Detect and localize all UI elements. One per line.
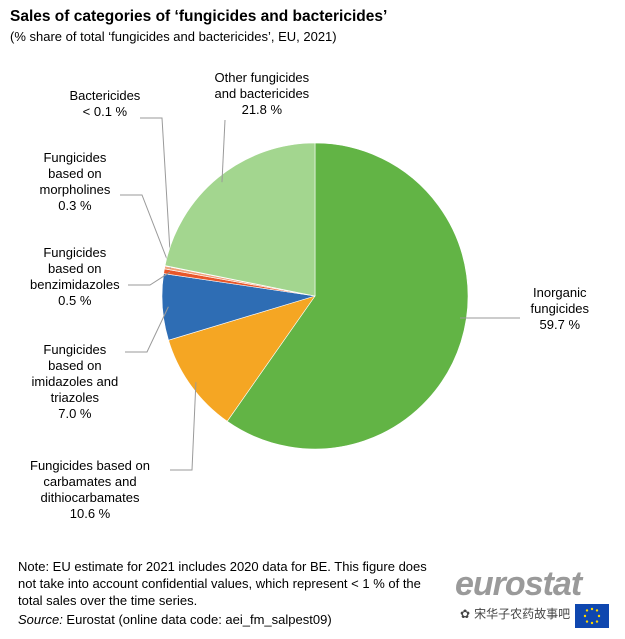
slice-value-label: 21.8 % — [241, 102, 283, 117]
slice-label-line: triazoles — [50, 390, 100, 405]
slice-label-line: Fungicides — [43, 245, 107, 260]
slice-label-line: based on — [48, 358, 102, 373]
chart-title: Sales of categories of ‘fungicides and b… — [10, 8, 388, 25]
slice-label-line: benzimidazoles — [30, 277, 120, 292]
slice-label: Fungicides based on morpholines 0.3 % — [40, 150, 111, 214]
slice-label-line: based on — [48, 261, 102, 276]
slice-label: Fungicides based on benzimidazoles 0.5 % — [30, 245, 120, 309]
leader-line — [120, 194, 172, 269]
slice-label-line: carbamates and — [43, 474, 137, 489]
slice-label-line: Bactericides — [69, 88, 141, 103]
eurostat-logo: eurostat — [455, 565, 582, 603]
slice-label-line: Fungicides — [43, 150, 107, 165]
watermark-icon: ✿ — [460, 606, 471, 621]
slice-value-label: 7.0 % — [58, 406, 92, 421]
slice-label: Bactericides < 0.1 % — [70, 88, 141, 120]
slice-value-label: 59.7 % — [539, 317, 581, 332]
slice-label: Fungicides based on imidazoles and triazole… — [32, 342, 119, 422]
eu-flag-icon — [575, 604, 609, 628]
leader-line — [221, 119, 226, 183]
leader-line — [125, 306, 169, 353]
source-label: Source: — [18, 612, 63, 627]
pie-slice — [168, 295, 316, 422]
slice-label: Other fungicides and bactericides 21.8 % — [215, 70, 310, 118]
slice-label-line: Inorganic — [533, 285, 587, 300]
slice-value-label: 0.5 % — [58, 293, 92, 308]
slice-label: Fungicides based on carbamates and dithioc… — [30, 458, 150, 522]
slice-label-line: and bactericides — [214, 86, 310, 101]
slice-label-line: morpholines — [39, 182, 111, 197]
slice-value-label: 10.6 % — [69, 506, 111, 521]
source-text: Eurostat (online data code: aei_fm_salpe… — [62, 612, 332, 627]
slice-label-line: fungicides — [530, 301, 590, 316]
chart-note: Note: EU estimate for 2021 includes 2020… — [18, 559, 427, 608]
slice-label-line: based on — [48, 166, 102, 181]
pie-slice — [164, 142, 316, 297]
chart-subtitle: (% share of total ‘fungicides and bacter… — [10, 29, 337, 44]
leader-line — [170, 382, 197, 471]
pie-slice — [226, 142, 469, 450]
slice-label: Inorganic fungicides 59.7 % — [531, 285, 590, 333]
watermark-text: 宋华子农药故事吧 — [474, 607, 571, 621]
chart-source: Source: Eurostat (online data code: aei_… — [18, 612, 332, 627]
leader-line — [128, 271, 171, 286]
leader-line — [140, 117, 172, 267]
slice-value-label: 0.3 % — [58, 198, 92, 213]
watermark: ✿ 宋华子农药故事吧 — [460, 605, 570, 622]
slice-label-line: imidazoles and — [31, 374, 119, 389]
slice-label-line: Other fungicides — [214, 70, 310, 85]
slice-label-line: Fungicides — [43, 342, 107, 357]
slice-label-line: Fungicides based on — [30, 458, 150, 473]
slice-value-label: < 0.1 % — [82, 104, 128, 119]
slice-label-line: dithiocarbamates — [40, 490, 140, 505]
